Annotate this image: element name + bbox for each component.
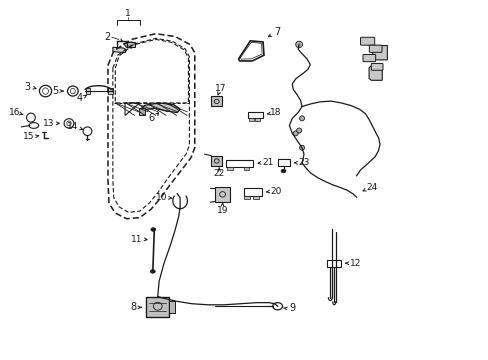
FancyBboxPatch shape xyxy=(360,37,374,45)
Ellipse shape xyxy=(295,41,302,48)
FancyBboxPatch shape xyxy=(362,54,375,62)
Text: 13: 13 xyxy=(42,119,54,128)
Ellipse shape xyxy=(299,145,304,150)
FancyBboxPatch shape xyxy=(249,118,254,121)
Text: 5: 5 xyxy=(52,86,58,96)
Text: 2: 2 xyxy=(103,32,110,42)
Text: 8: 8 xyxy=(130,302,136,312)
Circle shape xyxy=(281,169,285,173)
Text: 1: 1 xyxy=(125,9,131,18)
Polygon shape xyxy=(123,42,135,48)
FancyBboxPatch shape xyxy=(226,167,232,170)
Text: 21: 21 xyxy=(262,158,273,167)
Text: 23: 23 xyxy=(298,158,309,167)
Polygon shape xyxy=(140,103,180,113)
Circle shape xyxy=(150,270,155,273)
FancyBboxPatch shape xyxy=(215,187,229,202)
FancyBboxPatch shape xyxy=(255,118,260,121)
Polygon shape xyxy=(368,66,382,80)
FancyBboxPatch shape xyxy=(370,63,382,70)
FancyBboxPatch shape xyxy=(243,167,249,170)
Text: 12: 12 xyxy=(349,259,361,268)
Ellipse shape xyxy=(293,131,298,136)
Text: 24: 24 xyxy=(366,183,377,192)
FancyBboxPatch shape xyxy=(253,196,259,199)
Text: 7: 7 xyxy=(274,27,280,37)
Text: 4: 4 xyxy=(77,93,82,103)
FancyBboxPatch shape xyxy=(127,41,135,47)
Circle shape xyxy=(151,228,156,231)
Ellipse shape xyxy=(296,128,301,133)
FancyBboxPatch shape xyxy=(244,196,250,199)
Text: 20: 20 xyxy=(270,187,281,196)
Text: 18: 18 xyxy=(270,108,282,117)
Text: 16: 16 xyxy=(9,108,20,117)
Text: 19: 19 xyxy=(216,206,228,215)
Text: 15: 15 xyxy=(23,132,35,141)
FancyBboxPatch shape xyxy=(368,45,381,52)
Text: 3: 3 xyxy=(24,82,31,93)
Ellipse shape xyxy=(299,116,304,121)
FancyBboxPatch shape xyxy=(211,96,222,107)
FancyBboxPatch shape xyxy=(85,88,90,94)
Polygon shape xyxy=(113,47,126,53)
Text: 9: 9 xyxy=(288,303,295,314)
FancyBboxPatch shape xyxy=(169,301,175,314)
Polygon shape xyxy=(372,45,386,60)
Text: 22: 22 xyxy=(213,169,224,178)
FancyBboxPatch shape xyxy=(211,156,222,166)
Text: 14: 14 xyxy=(67,122,79,131)
FancyBboxPatch shape xyxy=(146,297,169,317)
Text: 6: 6 xyxy=(148,113,155,123)
FancyBboxPatch shape xyxy=(108,88,113,94)
FancyBboxPatch shape xyxy=(139,108,144,116)
Text: 17: 17 xyxy=(215,84,226,93)
Text: 10: 10 xyxy=(156,193,167,202)
Text: 11: 11 xyxy=(130,235,142,244)
